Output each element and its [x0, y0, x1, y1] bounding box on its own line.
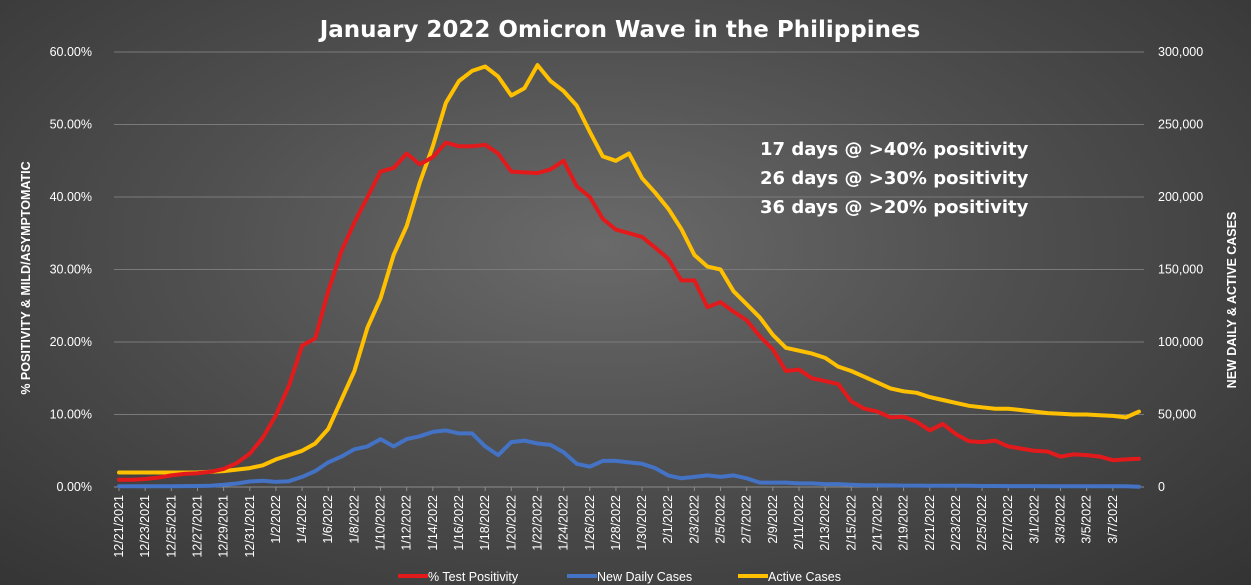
x-tick-label: 1/20/2022 — [504, 495, 518, 551]
x-tick-label: 1/30/2022 — [635, 495, 649, 551]
left-tick-label: 0.00% — [57, 480, 92, 494]
x-tick-label: 1/2/2022 — [269, 495, 283, 544]
x-axis-ticks: 12/21/2021 12/23/2021 12/25/2021 12/27/2021… — [112, 487, 1120, 558]
x-tick-label: 3/7/2022 — [1106, 495, 1120, 544]
x-tick-label: 2/1/2022 — [661, 495, 675, 544]
x-tick-label: 2/19/2022 — [897, 495, 911, 551]
chart-svg: January 2022 Omicron Wave in the Philipp… — [0, 0, 1251, 585]
x-tick-label: 12/21/2021 — [112, 495, 126, 558]
x-tick-label: 12/31/2021 — [243, 495, 257, 558]
right-axis-label: NEW DAILY & ACTIVE CASES — [1225, 212, 1239, 389]
x-tick-label: 2/15/2022 — [844, 495, 858, 551]
right-tick-label: 50,000 — [1158, 408, 1196, 422]
x-tick-label: 12/29/2021 — [217, 495, 231, 558]
annotations: 17 days @ >40% positivity 26 days @ >30%… — [760, 139, 1029, 218]
legend-label-active-cases: Active Cases — [768, 570, 841, 584]
right-tick-label: 150,000 — [1158, 263, 1203, 277]
x-tick-label: 12/23/2021 — [138, 495, 152, 558]
right-tick-label: 200,000 — [1158, 190, 1203, 204]
right-axis-ticks: 0 50,000 100,000 150,000 200,000 250,000 300,0… — [1158, 45, 1203, 494]
x-tick-label: 12/27/2021 — [190, 495, 204, 558]
x-tick-label: 2/5/2022 — [714, 495, 728, 544]
series-line-new-daily-cases — [119, 430, 1139, 486]
x-tick-label: 2/27/2022 — [1001, 495, 1015, 551]
x-tick-label: 2/11/2022 — [792, 495, 806, 550]
x-tick-label: 2/23/2022 — [949, 495, 963, 551]
x-tick-label: 1/10/2022 — [374, 495, 388, 551]
right-tick-label: 0 — [1158, 480, 1165, 494]
legend-label-new-daily-cases: New Daily Cases — [597, 570, 692, 584]
x-tick-label: 1/4/2022 — [295, 495, 309, 544]
chart-title: January 2022 Omicron Wave in the Philipp… — [318, 17, 921, 43]
left-tick-label: 50.00% — [50, 118, 92, 132]
left-tick-label: 20.00% — [50, 335, 92, 349]
x-tick-label: 2/9/2022 — [766, 495, 780, 544]
left-tick-label: 10.00% — [50, 408, 92, 422]
x-tick-label: 2/17/2022 — [870, 495, 884, 551]
legend-label-test-positivity: % Test Positivity — [428, 570, 519, 584]
x-tick-label: 2/25/2022 — [975, 495, 989, 551]
left-axis-label: % POSITIVITY & MILD/ASYMPTOMATIC — [19, 161, 33, 394]
x-tick-label: 1/28/2022 — [609, 495, 623, 551]
right-tick-label: 250,000 — [1158, 118, 1203, 132]
series-line-active-cases — [119, 65, 1139, 472]
x-tick-label: 3/3/2022 — [1054, 495, 1068, 544]
right-tick-label: 100,000 — [1158, 335, 1203, 349]
x-tick-label: 1/16/2022 — [452, 495, 466, 551]
chart: January 2022 Omicron Wave in the Philipp… — [0, 0, 1251, 585]
x-tick-label: 2/7/2022 — [740, 495, 754, 544]
x-tick-label: 1/12/2022 — [400, 495, 414, 551]
x-tick-label: 1/26/2022 — [583, 495, 597, 551]
x-tick-label: 3/1/2022 — [1027, 495, 1041, 544]
x-tick-label: 2/21/2022 — [923, 495, 937, 551]
annotation-20: 36 days @ >20% positivity — [760, 197, 1029, 218]
x-tick-label: 1/24/2022 — [557, 495, 571, 551]
x-tick-label: 1/6/2022 — [321, 495, 335, 544]
x-tick-label: 2/13/2022 — [818, 495, 832, 551]
x-tick-label: 1/14/2022 — [426, 495, 440, 551]
annotation-40: 17 days @ >40% positivity — [760, 139, 1029, 160]
legend: % Test Positivity New Daily Cases Active C… — [398, 570, 841, 584]
right-tick-label: 300,000 — [1158, 45, 1203, 59]
x-tick-label: 3/5/2022 — [1080, 495, 1094, 544]
left-axis-ticks: 0.00% 10.00% 20.00% 30.00% 40.00% 50.00% 60.00… — [50, 45, 92, 494]
left-tick-label: 40.00% — [50, 190, 92, 204]
x-tick-label: 1/22/2022 — [530, 495, 544, 551]
left-tick-label: 60.00% — [50, 45, 92, 59]
x-tick-label: 2/3/2022 — [687, 495, 701, 544]
annotation-30: 26 days @ >30% positivity — [760, 168, 1029, 189]
series-lines — [119, 65, 1139, 487]
x-tick-label: 1/18/2022 — [478, 495, 492, 551]
x-tick-label: 12/25/2021 — [164, 495, 178, 558]
x-tick-label: 1/8/2022 — [347, 495, 361, 544]
series-line-test-positivity — [119, 143, 1139, 480]
left-tick-label: 30.00% — [50, 263, 92, 277]
